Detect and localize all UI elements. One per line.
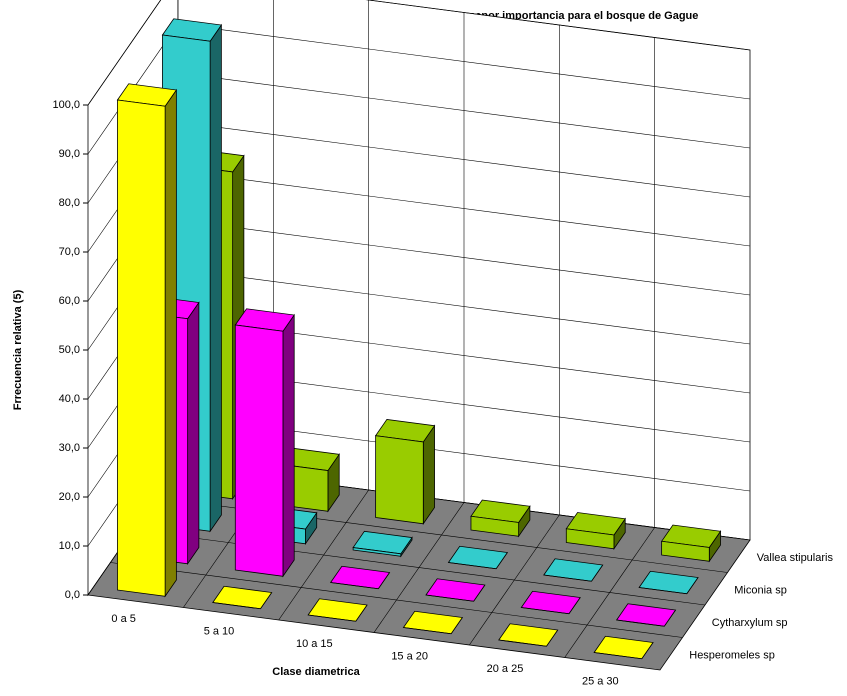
y-tick-label: 10,0 <box>59 540 80 552</box>
bar-front <box>212 602 261 610</box>
y-tick-label: 70,0 <box>59 246 80 258</box>
bar-front <box>425 594 474 602</box>
bar <box>520 590 581 615</box>
x-tick-label: 20 a 25 <box>487 663 524 675</box>
y-tick-label: 0,0 <box>65 589 80 601</box>
bar-front <box>470 515 520 537</box>
bar <box>374 418 436 526</box>
bar-side <box>187 301 200 566</box>
bar-front <box>616 619 665 627</box>
x-tick-label: 25 a 30 <box>582 676 619 688</box>
y-tick-label: 50,0 <box>59 344 80 356</box>
grid-line <box>87 0 751 106</box>
y-tick-label: 100,0 <box>52 99 80 111</box>
x-tick-label: 15 a 20 <box>391 651 428 663</box>
bar-front <box>352 547 402 557</box>
x-tick-label: 5 a 10 <box>204 626 235 638</box>
bar <box>352 530 413 558</box>
bar-front <box>375 435 424 525</box>
bar <box>660 524 722 563</box>
bar <box>498 623 559 647</box>
bar-front <box>543 574 592 582</box>
bar <box>402 610 464 635</box>
bar-front <box>117 99 166 597</box>
y-tick-label: 30,0 <box>59 442 80 454</box>
bar <box>543 558 604 582</box>
bar-front <box>661 540 710 562</box>
y-tick-label: 20,0 <box>59 491 80 503</box>
bar-front <box>234 324 284 577</box>
bar <box>593 635 654 660</box>
bar-front <box>403 627 452 635</box>
bar <box>615 603 677 627</box>
bar <box>638 570 699 595</box>
bar <box>565 512 626 551</box>
bar-front <box>308 614 356 622</box>
y-tick-label: 60,0 <box>59 295 80 307</box>
bar-front <box>521 607 570 615</box>
bar <box>425 578 486 602</box>
bar-front <box>498 639 547 647</box>
bar <box>307 598 368 622</box>
x-tick-label: 10 a 15 <box>296 638 333 650</box>
y-axis-title: Frrecuencia relativa (5) <box>12 289 24 410</box>
x-axis-title: Clase diametrica <box>272 666 360 678</box>
bar-front <box>639 587 687 595</box>
y-tick-label: 40,0 <box>59 393 80 405</box>
y-tick-label: 80,0 <box>59 197 80 209</box>
bar-front <box>448 562 497 570</box>
series-label: Cytharxylum sp <box>712 617 788 629</box>
y-tick-label: 90,0 <box>59 148 80 160</box>
bar-side <box>164 88 177 598</box>
bar-side <box>422 424 435 526</box>
floor-divider <box>110 562 683 638</box>
bar-front <box>594 652 642 660</box>
bar <box>116 83 178 598</box>
bar-side <box>209 23 222 533</box>
series-label: Vallea stipularis <box>757 552 834 564</box>
bar-side <box>282 313 295 578</box>
floor-divider <box>132 529 706 606</box>
bar <box>329 565 391 590</box>
bar-front <box>565 528 615 550</box>
bar <box>470 499 531 538</box>
series-label: Hesperomeles sp <box>689 650 775 662</box>
bar <box>234 308 295 578</box>
bar <box>212 585 273 610</box>
x-tick-label: 0 a 5 <box>111 613 135 625</box>
series-label: Miconia sp <box>734 585 787 597</box>
bar-front <box>330 582 379 590</box>
bar <box>447 545 509 570</box>
